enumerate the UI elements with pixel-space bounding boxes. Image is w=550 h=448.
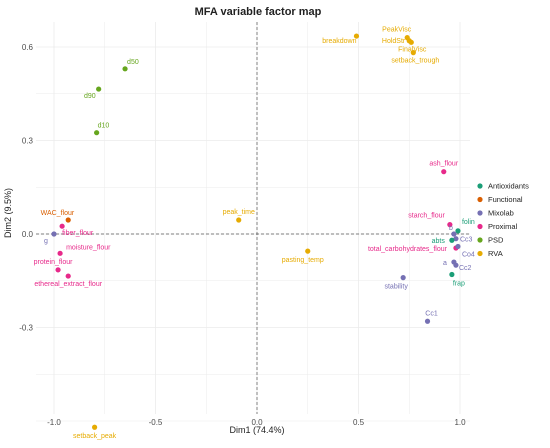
data-point bbox=[57, 250, 63, 256]
point-label: b bbox=[449, 225, 453, 232]
x-tick-label: 1.0 bbox=[454, 418, 466, 427]
point-label: frap bbox=[453, 281, 465, 288]
legend-label: Functional bbox=[488, 195, 523, 204]
point-label: HoldStr bbox=[382, 38, 406, 45]
data-point bbox=[353, 33, 360, 39]
point-label: ethereal_extract_flour bbox=[34, 281, 102, 288]
data-point bbox=[96, 86, 102, 92]
data-points bbox=[51, 33, 461, 430]
data-point bbox=[94, 130, 100, 136]
point-label: stability bbox=[384, 284, 408, 291]
x-tick-label: -0.5 bbox=[149, 418, 163, 427]
data-point bbox=[55, 267, 61, 273]
y-axis-title: Dim2 (9.5%) bbox=[3, 188, 13, 238]
legend-label: Antioxidants bbox=[488, 182, 529, 191]
point-label: d10 bbox=[98, 123, 110, 130]
legend-label: Mixolab bbox=[488, 209, 514, 218]
x-tick-label: 0.5 bbox=[353, 418, 365, 427]
point-label: FinalVisc bbox=[398, 46, 427, 53]
data-point bbox=[408, 39, 414, 45]
point-label: g bbox=[44, 238, 48, 245]
data-point bbox=[455, 228, 461, 234]
data-point bbox=[451, 231, 457, 237]
data-point bbox=[449, 271, 455, 278]
grid-layer bbox=[36, 22, 470, 422]
point-label: moisture_flour bbox=[66, 244, 111, 251]
x-tick-label: -1.0 bbox=[47, 418, 61, 427]
y-tick-label: 0.6 bbox=[22, 43, 34, 52]
point-label: protein_flour bbox=[34, 259, 74, 266]
data-point bbox=[65, 217, 71, 223]
legend-marker bbox=[477, 237, 483, 243]
point-label: fiber_flour bbox=[62, 230, 94, 237]
legend-label: PSD bbox=[488, 236, 504, 245]
legend-marker bbox=[477, 223, 483, 230]
point-label: Co4 bbox=[462, 251, 475, 258]
data-point bbox=[453, 236, 459, 242]
data-point bbox=[305, 248, 311, 254]
data-point bbox=[51, 231, 57, 237]
point-label: Cc1 bbox=[425, 310, 438, 317]
data-point bbox=[453, 262, 459, 268]
legend-marker bbox=[477, 250, 483, 257]
data-point bbox=[92, 424, 98, 430]
point-label: d90 bbox=[84, 93, 96, 100]
point-label: PeakVisc bbox=[382, 27, 412, 34]
legend-label: Proximal bbox=[488, 222, 518, 231]
data-point bbox=[424, 318, 431, 324]
legend-marker bbox=[477, 210, 483, 216]
legend-marker bbox=[477, 196, 483, 203]
point-label: total_carbohydrates_flour bbox=[368, 246, 448, 253]
data-point bbox=[59, 223, 65, 229]
y-tick-label: 0.3 bbox=[22, 137, 34, 146]
legend-label: RVA bbox=[488, 249, 503, 258]
point-label: abts bbox=[432, 238, 446, 245]
data-point bbox=[449, 237, 455, 243]
point-label: WAC_flour bbox=[41, 210, 75, 217]
x-axis-title: Dim1 (74.4%) bbox=[229, 425, 284, 435]
point-label: setback_peak bbox=[73, 433, 117, 440]
point-label: setback_trough bbox=[391, 58, 439, 65]
x-tick-label: 0.0 bbox=[251, 418, 263, 427]
data-point bbox=[441, 169, 447, 175]
point-label: Cc2 bbox=[459, 265, 472, 272]
legend: Antioxidants Functional Mixolab Proximal PSD… bbox=[477, 182, 529, 258]
point-label: pasting_temp bbox=[282, 257, 324, 264]
point-label: folin bbox=[462, 219, 475, 226]
data-point bbox=[447, 222, 453, 228]
point-label: peak_time bbox=[223, 209, 255, 216]
y-tick-label: -0.3 bbox=[19, 324, 33, 333]
data-point bbox=[236, 217, 242, 223]
legend-marker bbox=[477, 183, 483, 189]
point-label: starch_flour bbox=[408, 213, 445, 220]
y-tick-label: 0.0 bbox=[22, 230, 34, 239]
data-point bbox=[400, 275, 406, 281]
reference-lines bbox=[36, 22, 470, 414]
tick-labels: -1.0 -0.5 0.0 0.5 1.0 -0.3 0.0 0.3 0.6 bbox=[19, 43, 466, 427]
data-point bbox=[65, 273, 71, 279]
data-point bbox=[455, 243, 461, 250]
point-label: a bbox=[443, 260, 447, 267]
point-label: breakdown bbox=[322, 38, 356, 45]
point-label: Cc3 bbox=[460, 237, 473, 244]
data-point bbox=[410, 50, 416, 56]
point-label: d50 bbox=[127, 59, 139, 66]
point-label: ash_flour bbox=[429, 161, 458, 168]
data-point bbox=[122, 66, 128, 72]
chart-title: MFA variable factor map bbox=[195, 6, 322, 18]
